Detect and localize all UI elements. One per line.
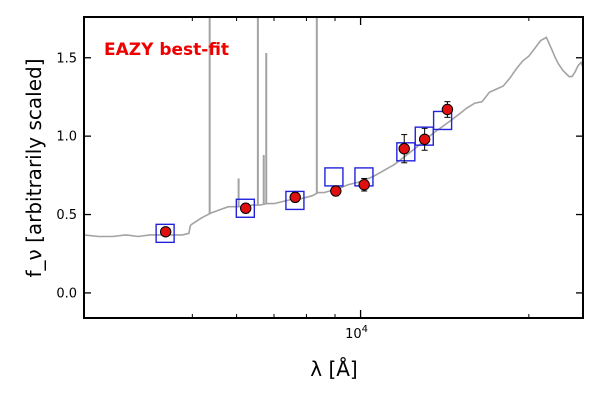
observed-point [418,133,431,145]
model-box [396,142,416,162]
model-box [155,223,175,244]
observed-points-layer [159,101,454,238]
y-tick-label: 1.5 [56,51,77,66]
x-tick-label: 104 [345,324,368,342]
observed-point [398,142,410,155]
y-tick-label: 0.0 [56,286,77,301]
observed-point [330,185,342,197]
observed-point [289,191,301,203]
observed-point [240,202,252,214]
model-box [285,190,305,211]
axes-layer: 0.0 0.5 1.0 1.5 104 [56,16,584,342]
template-spectrum-line [83,36,584,238]
y-axis-label: f_ν [arbitrarily scaled] [22,59,46,278]
model-boxes-layer [155,110,453,244]
eazy-annotation: EAZY best-fit [104,40,229,60]
model-box [235,198,256,218]
template-spectrum-layer [83,17,584,238]
plot-frame [83,16,584,319]
y-tick-label: 0.5 [56,208,77,223]
y-tick-label: 1.0 [56,130,77,145]
observed-point [358,179,370,191]
observed-point [159,226,172,238]
observed-point [441,103,454,116]
model-box [324,167,344,187]
x-axis-label: λ [Å] [310,357,357,381]
